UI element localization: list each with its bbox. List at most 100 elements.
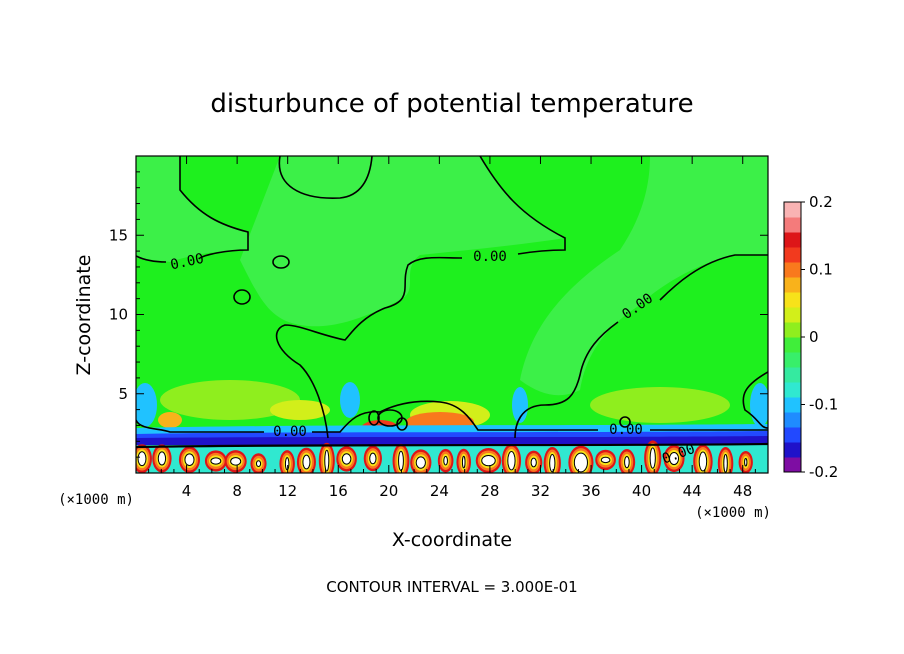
field-anomaly (750, 383, 768, 427)
surface-cell (369, 452, 377, 465)
contour-line (368, 410, 380, 426)
colorbar-tick-label: -0.1 (809, 396, 838, 414)
surface-cell (210, 457, 222, 465)
contour-line (136, 419, 264, 433)
colorbar-segment (784, 292, 801, 308)
x-tick-label: 40 (632, 482, 651, 500)
contour-label: 0.00 (273, 424, 307, 440)
field-band-darkblue (136, 436, 768, 446)
colorbar-segment (784, 277, 801, 293)
field-anomaly (160, 380, 300, 420)
surface-cell (698, 451, 708, 472)
colorbar-segment (784, 397, 801, 413)
colorbar-segment (784, 247, 801, 263)
colorbar-segment (784, 442, 801, 458)
contour-interval-note: CONTOUR INTERVAL = 3.000E-01 (326, 578, 577, 596)
surface-cell (284, 457, 290, 471)
contour-line (396, 417, 408, 431)
contour-line (233, 289, 251, 305)
contour-line (479, 156, 566, 255)
y-tick-label: 10 (109, 306, 128, 324)
contour-line (179, 156, 249, 259)
field-anomaly (590, 387, 730, 423)
surface-cell (415, 456, 426, 469)
surface-cell (398, 450, 404, 471)
colorbar-segment (784, 367, 801, 383)
x-tick-label: 12 (278, 482, 297, 500)
surface-cell (573, 452, 588, 473)
x-tick-label: 48 (733, 482, 752, 500)
contour-label: 0.00 (609, 422, 643, 438)
y-axis-label: Z-coordinate (73, 255, 95, 376)
y-tick-label: 5 (118, 385, 128, 403)
colorbar: 0.2 0.1 0 -0.1 -0.2 (784, 193, 838, 481)
contour-line (136, 255, 167, 263)
colorbar-tick-label: -0.2 (809, 463, 838, 481)
x-unit-label: (×1000 m) (695, 505, 771, 521)
z-unit-label: (×1000 m) (58, 492, 134, 508)
surface-cell (669, 452, 680, 466)
contour-label: 0.00 (169, 251, 205, 274)
surface-cell (302, 454, 311, 470)
colorbar-segment (784, 412, 801, 428)
x-tick-label: 44 (683, 482, 702, 500)
colorbar-segment (784, 337, 801, 353)
surface-cell (461, 455, 466, 469)
contour-label: 0.00 (473, 249, 507, 265)
field-region-light (240, 156, 565, 327)
chart-title: disturbunce of potential temperature (210, 89, 693, 119)
surface-cell (443, 455, 448, 466)
field-anomaly (270, 400, 330, 420)
surface-cell (255, 460, 262, 468)
field-region-light (520, 156, 768, 396)
colorbar-segment (784, 232, 801, 248)
contour-line (278, 156, 373, 199)
contour-line (275, 256, 463, 439)
contour-line (312, 400, 598, 433)
surface-cell (230, 457, 242, 466)
surface-cell (507, 450, 516, 471)
contour-line (136, 442, 768, 449)
colorbar-segment (784, 217, 801, 233)
colorbar-segment (784, 352, 801, 368)
x-tick-label: 16 (329, 482, 348, 500)
surface-cell (624, 455, 630, 469)
field-region-light (136, 156, 248, 262)
surface-cell (157, 451, 167, 466)
surface-cell (744, 458, 748, 467)
x-tick-label: 32 (531, 482, 550, 500)
contour-line (742, 371, 768, 429)
y-tick-label: 15 (109, 226, 128, 244)
colorbar-segment (784, 202, 801, 218)
surface-cell (649, 447, 656, 469)
surface-cell (549, 454, 556, 473)
colorbar-tick-label: 0.1 (809, 261, 833, 279)
colorbar-tick-label: 0 (809, 328, 819, 346)
surface-cell (184, 453, 195, 466)
x-tick-label: 36 (581, 482, 600, 500)
x-tick-label: 28 (480, 482, 499, 500)
surface-cells (136, 440, 753, 473)
colorbar-tick-label: 0.2 (809, 193, 833, 211)
plot-area: 0.00 0.00 0.00 0.00 0.00 0.00 (136, 156, 768, 473)
colorbar-segment (784, 322, 801, 338)
x-tick-label: 20 (379, 482, 398, 500)
colorbar-frame (783, 201, 802, 473)
contour-line (514, 321, 619, 439)
contour-line (619, 416, 631, 428)
surface-cell (137, 451, 147, 467)
colorbar-segment (784, 307, 801, 323)
colorbar-segment (784, 457, 801, 473)
x-tick-label: 8 (232, 482, 242, 500)
contour-line (659, 254, 768, 301)
colorbar-segment (784, 382, 801, 398)
surface-cell (341, 453, 352, 465)
contour-lines (136, 156, 768, 449)
field-anomaly (512, 387, 528, 423)
surface-cell (723, 454, 728, 473)
field-anomaly (158, 412, 182, 428)
contour-line (272, 255, 290, 269)
surface-cell (600, 456, 611, 464)
